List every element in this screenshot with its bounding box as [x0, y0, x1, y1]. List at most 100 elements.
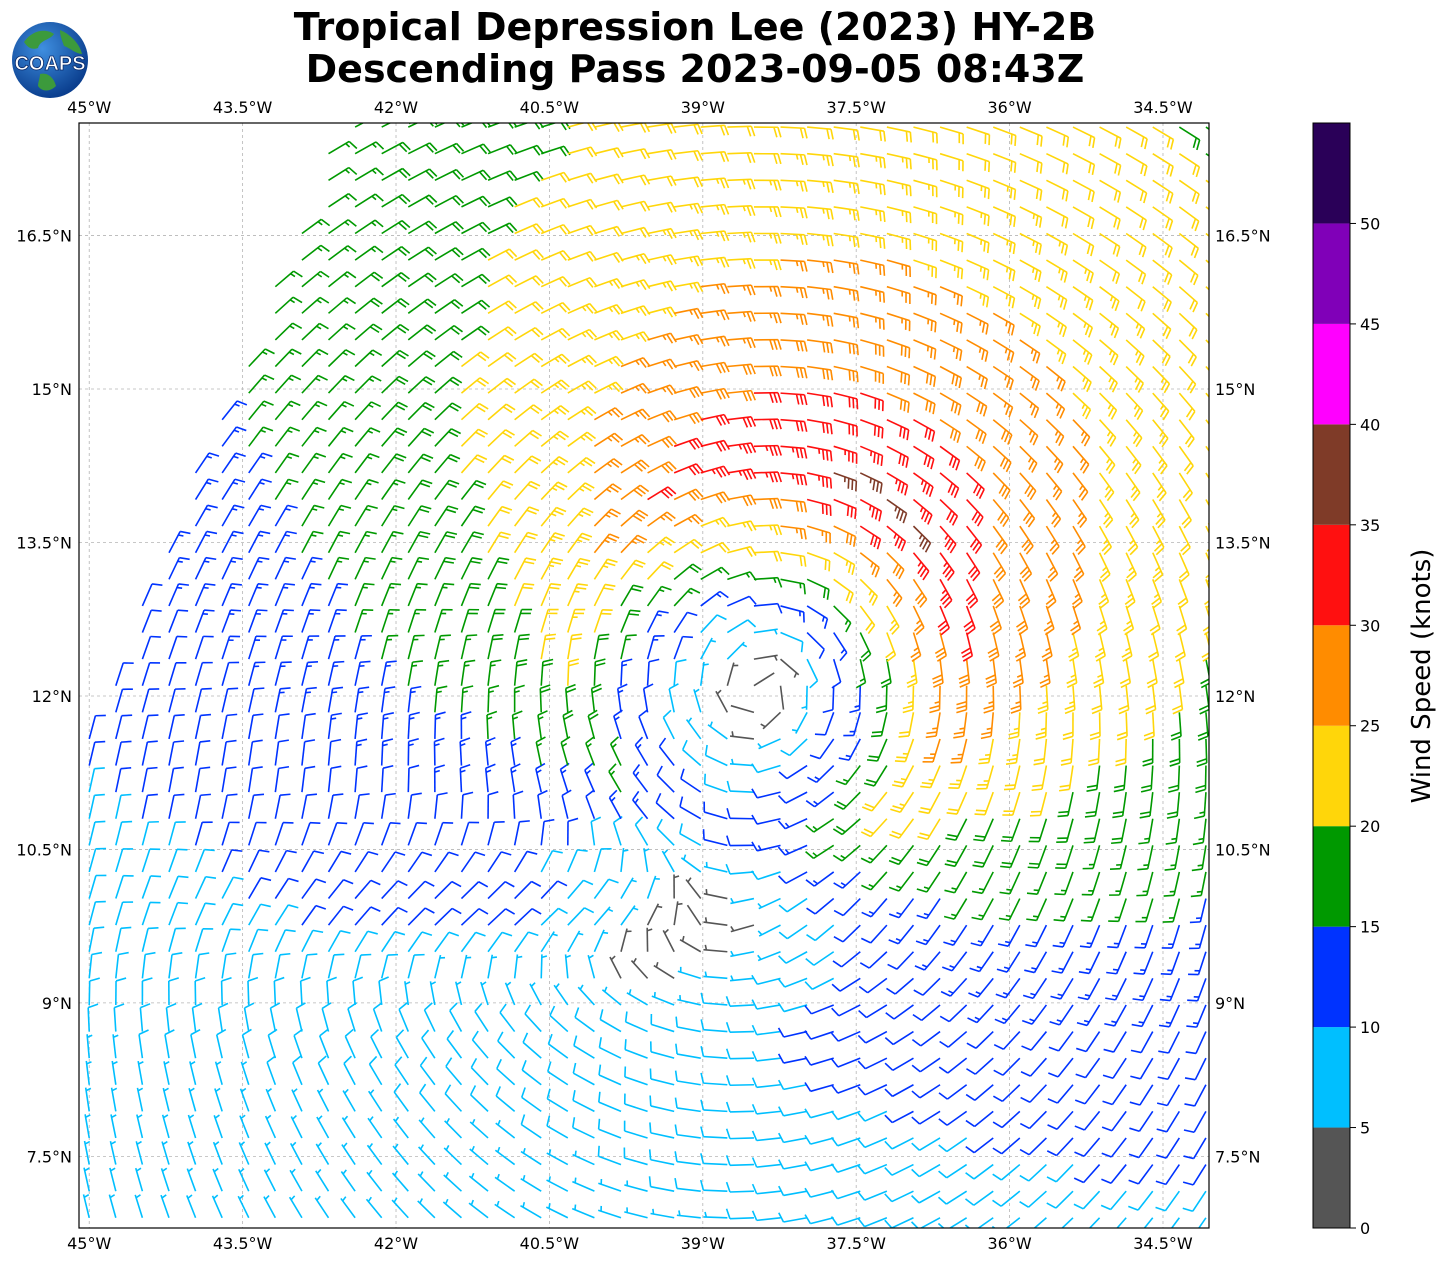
wind-barb: [564, 683, 577, 713]
wind-barb: [354, 478, 379, 500]
wind-barb: [567, 172, 598, 184]
wind-barb: [301, 270, 330, 288]
wind-barb: [1157, 1057, 1181, 1081]
wind-barb: [1019, 392, 1040, 419]
wind-barb: [295, 1002, 306, 1032]
wind-barb: [391, 1197, 409, 1219]
colorbar-segment: [1313, 424, 1350, 525]
wind-barb: [487, 352, 517, 368]
wind-barb: [859, 951, 888, 969]
wind-barb: [460, 908, 489, 926]
wind-barb: [807, 206, 834, 220]
wind-barb: [939, 392, 962, 416]
wind-barb: [780, 418, 808, 432]
wind-barb: [597, 1145, 622, 1166]
wind-barb: [328, 140, 358, 155]
wind-barb: [168, 609, 189, 633]
wind-barb: [585, 789, 596, 820]
wind-barb: [546, 1088, 569, 1113]
wind-barb: [109, 1140, 117, 1165]
wind-barb: [646, 658, 660, 686]
wind-barb: [1002, 791, 1021, 816]
wind-barb: [455, 981, 463, 1006]
wind-barb: [1014, 632, 1027, 662]
wind-barb: [945, 818, 968, 841]
wind-barb: [315, 1168, 330, 1192]
wind-barb: [648, 1176, 675, 1192]
wind-barb: [141, 951, 156, 979]
wind-barb: [780, 525, 807, 540]
wind-barb: [1152, 392, 1170, 421]
wind-barb: [248, 400, 274, 421]
wind-barb: [1169, 738, 1181, 767]
wind-barb: [381, 930, 406, 953]
wind-barb: [700, 516, 731, 528]
wind-barb: [301, 504, 325, 527]
wind-barb: [1028, 818, 1048, 843]
wind-barb: [679, 823, 702, 847]
wind-barb: [857, 1110, 888, 1122]
wind-barb: [911, 1137, 941, 1151]
wind-barb: [884, 1084, 914, 1098]
wind-barb: [780, 551, 807, 567]
wind-barb: [777, 791, 808, 804]
wind-barb: [992, 419, 1013, 445]
wind-barb: [913, 365, 937, 387]
lon-tick-label: 40.5°W: [520, 98, 580, 117]
wind-barb: [221, 400, 248, 421]
wind-barb: [860, 365, 885, 384]
wind-barb: [1205, 499, 1209, 526]
wind-barb: [347, 1002, 358, 1032]
wind-barb: [1133, 951, 1154, 975]
wind-barb: [540, 301, 571, 315]
wind-barb: [108, 1194, 117, 1218]
wind-barb: [833, 312, 860, 329]
wind-barb: [301, 452, 327, 474]
wind-barb: [624, 1039, 648, 1059]
wind-barb: [726, 619, 757, 634]
wind-barb: [751, 1024, 781, 1036]
wind-barb: [1026, 871, 1048, 895]
wind-barb: [316, 1088, 330, 1112]
wind-barb: [267, 1028, 278, 1059]
wind-barb: [1082, 845, 1101, 870]
wind-barb: [594, 381, 624, 394]
wind-barb: [354, 582, 375, 607]
wind-barb: [540, 481, 568, 501]
lat-tick-label: 15°N: [1215, 380, 1255, 399]
wind-barb: [704, 744, 728, 767]
wind-barb: [238, 1168, 250, 1192]
wind-barb: [1058, 765, 1074, 792]
wind-barb: [1098, 419, 1117, 447]
wind-barb: [1135, 898, 1154, 923]
wind-barb: [594, 303, 624, 315]
wind-barb: [939, 525, 957, 554]
wind-barb: [966, 445, 986, 472]
wind-barb: [1098, 579, 1110, 609]
wind-barb: [805, 844, 835, 860]
wind-barb: [88, 977, 100, 1005]
wind-barb: [168, 530, 191, 554]
lon-tick-label: 40.5°W: [520, 1234, 580, 1253]
wind-barb: [593, 458, 623, 474]
wind-barb: [460, 582, 481, 607]
wind-barb: [886, 152, 912, 170]
wind-barb: [407, 851, 433, 873]
wind-barb: [833, 339, 859, 356]
wind-barb: [407, 324, 437, 341]
wind-barb: [513, 659, 528, 686]
wind-barb: [380, 764, 394, 793]
wind-barb: [407, 880, 435, 900]
wind-barb: [141, 609, 162, 633]
wind-barb: [115, 662, 134, 686]
wind-barb: [1061, 1217, 1074, 1228]
wind-barb: [221, 661, 240, 686]
wind-barb: [753, 152, 782, 165]
wind-barb: [354, 608, 374, 633]
wind-barb: [407, 194, 438, 208]
wind-barb: [966, 1057, 994, 1075]
wind-barb: [221, 766, 237, 793]
wind-barb: [806, 578, 830, 600]
wind-barb: [1045, 365, 1066, 392]
wind-barb: [966, 498, 984, 527]
